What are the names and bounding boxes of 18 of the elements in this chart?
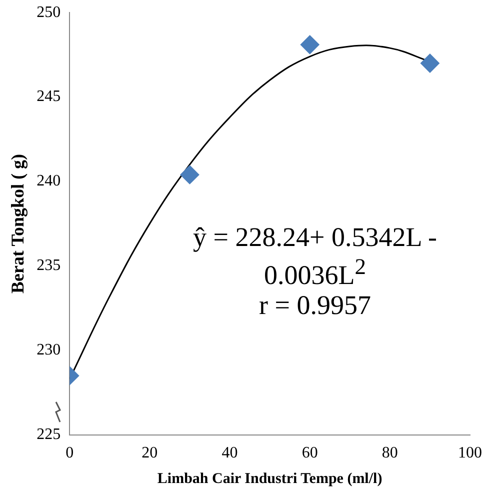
y-tick-label: 250	[36, 4, 61, 21]
y-tick-label: 225	[36, 426, 61, 444]
x-tick-label: 60	[302, 444, 318, 462]
x-tick-label: 40	[222, 444, 238, 462]
x-axis-title: Limbah Cair Industri Tempe (ml/l)	[157, 470, 382, 487]
y-axis-title: Berat Tongkol ( g)	[7, 154, 28, 294]
x-tick-label: 80	[382, 444, 398, 462]
point	[420, 54, 440, 73]
x-tick-label: 20	[142, 444, 158, 462]
x-tick-label: 100	[458, 444, 482, 462]
point	[300, 35, 320, 54]
y-tick-label: 235	[36, 257, 61, 274]
annotation: r = 0.9957	[258, 290, 372, 320]
y-tick-label: 245	[36, 88, 61, 106]
y-tick-label: 240	[36, 172, 61, 190]
x-tick-label: 0	[66, 444, 74, 462]
annotation: ŷ = 228.24+ 0.5342L - 0.0036L$^{2}$	[192, 222, 438, 290]
y-tick-label: 230	[36, 342, 61, 359]
